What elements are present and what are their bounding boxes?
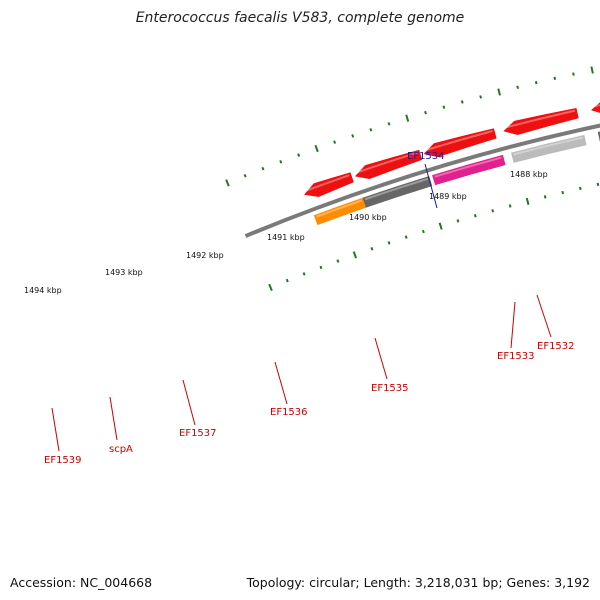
gene-label-leader xyxy=(536,294,552,338)
gene-feature-highlight xyxy=(513,136,584,156)
scale-tick xyxy=(261,166,265,171)
scale-tick xyxy=(473,214,477,218)
gene-label-leader xyxy=(374,337,388,380)
gene-feature xyxy=(590,102,600,113)
gene-feature xyxy=(362,176,433,208)
gene-label: EF1537 xyxy=(179,428,217,439)
scale-tick xyxy=(525,197,530,205)
scale-tick xyxy=(319,265,323,270)
scale-tick xyxy=(285,278,289,283)
scale-tick xyxy=(387,241,391,245)
map-title: Enterococcus faecalis V583, complete gen… xyxy=(135,10,465,26)
inner-tick-track xyxy=(268,182,600,291)
scale-tick xyxy=(336,259,340,263)
gene-feature-highlight xyxy=(592,104,600,108)
scale-tick xyxy=(491,209,495,213)
scale-tick xyxy=(572,72,575,76)
gene-labels: EF1539 scpA EF1537 EF1536 EF1535 EF1533EF1532… xyxy=(44,151,575,466)
scale-tick xyxy=(405,114,410,122)
genome-backbone xyxy=(244,123,600,238)
scale-tick xyxy=(508,204,512,208)
gene-feature xyxy=(503,108,579,135)
scale-tick xyxy=(516,85,519,89)
topology-text: Topology: circular; Length: 3,218,031 bp… xyxy=(246,575,590,590)
scale-tick xyxy=(243,173,247,178)
feature-track xyxy=(303,102,600,226)
scale-tick xyxy=(596,182,600,187)
scale-tick xyxy=(534,81,538,85)
scale-label: 1490 kbp xyxy=(349,213,387,222)
gene-feature xyxy=(511,134,587,163)
scale-tick xyxy=(424,110,427,115)
scale-tick xyxy=(352,251,358,259)
scale-label: 1494 kbp xyxy=(24,286,62,295)
scale-tick xyxy=(579,186,582,191)
gene-feature-highlight xyxy=(304,174,350,193)
scale-tick xyxy=(479,95,483,99)
scale-tick xyxy=(333,140,337,144)
gene-feature xyxy=(303,172,354,197)
gene-label-leader xyxy=(424,163,438,209)
gene-feature-highlight xyxy=(355,151,419,174)
gene-label-leader xyxy=(274,361,288,405)
scale-tick xyxy=(442,105,446,109)
scale-tick xyxy=(268,283,273,291)
scale-label: 1488 kbp xyxy=(510,170,548,179)
gene-label: scpA xyxy=(109,444,133,455)
gene-label: EF1539 xyxy=(44,455,82,466)
scale-tick xyxy=(302,272,306,276)
gene-label-leader xyxy=(51,407,60,452)
scale-label: 1493 kbp xyxy=(105,268,143,277)
scale-tick xyxy=(497,88,501,96)
gene-label-leader xyxy=(109,396,118,441)
scale-tick xyxy=(421,229,425,234)
scale-tick xyxy=(225,179,230,187)
gene-feature-highlight xyxy=(424,130,493,152)
scale-tick xyxy=(561,190,565,195)
scale-tick xyxy=(456,219,460,223)
gene-feature-highlight xyxy=(504,109,576,129)
accession-text: Accession: NC_004668 xyxy=(10,575,153,590)
gene-label: EF1532 xyxy=(537,341,575,352)
scale-tick xyxy=(438,222,443,230)
scale-tick xyxy=(314,144,319,153)
gene-label: EF1536 xyxy=(270,407,308,418)
scale-tick xyxy=(370,247,374,251)
gene-feature-highlight xyxy=(316,199,363,218)
gene-label: EF1534 xyxy=(407,151,445,162)
scale-tick xyxy=(543,195,547,199)
gene-label: EF1535 xyxy=(371,383,409,394)
scale-label: 1489 kbp xyxy=(429,192,467,201)
scale-label: 1491 kbp xyxy=(267,233,305,242)
gene-label-leader xyxy=(182,379,196,426)
scale-tick xyxy=(369,128,373,132)
scale-tick xyxy=(460,100,464,104)
scale-tick xyxy=(387,122,391,126)
scale-tick xyxy=(590,66,594,74)
gene-feature xyxy=(423,128,497,158)
scale-tick xyxy=(297,153,301,157)
scale-tick xyxy=(553,76,557,80)
scale-label: 1492 kbp xyxy=(186,251,224,260)
gene-label-leader xyxy=(510,301,516,349)
scale-tick xyxy=(279,160,283,164)
outer-tick-track xyxy=(225,66,594,187)
gene-feature xyxy=(432,154,506,186)
scale-labels: 1494 kbp 1493 kbp 1492 kbp 1491 kbp 1490 kbp… xyxy=(24,170,548,295)
gene-feature xyxy=(354,149,423,180)
scale-tick xyxy=(404,235,408,239)
scale-tick xyxy=(351,134,355,138)
gene-label: EF1533 xyxy=(497,351,535,362)
gene-feature-highlight xyxy=(364,177,429,201)
gene-feature-highlight xyxy=(434,156,502,178)
